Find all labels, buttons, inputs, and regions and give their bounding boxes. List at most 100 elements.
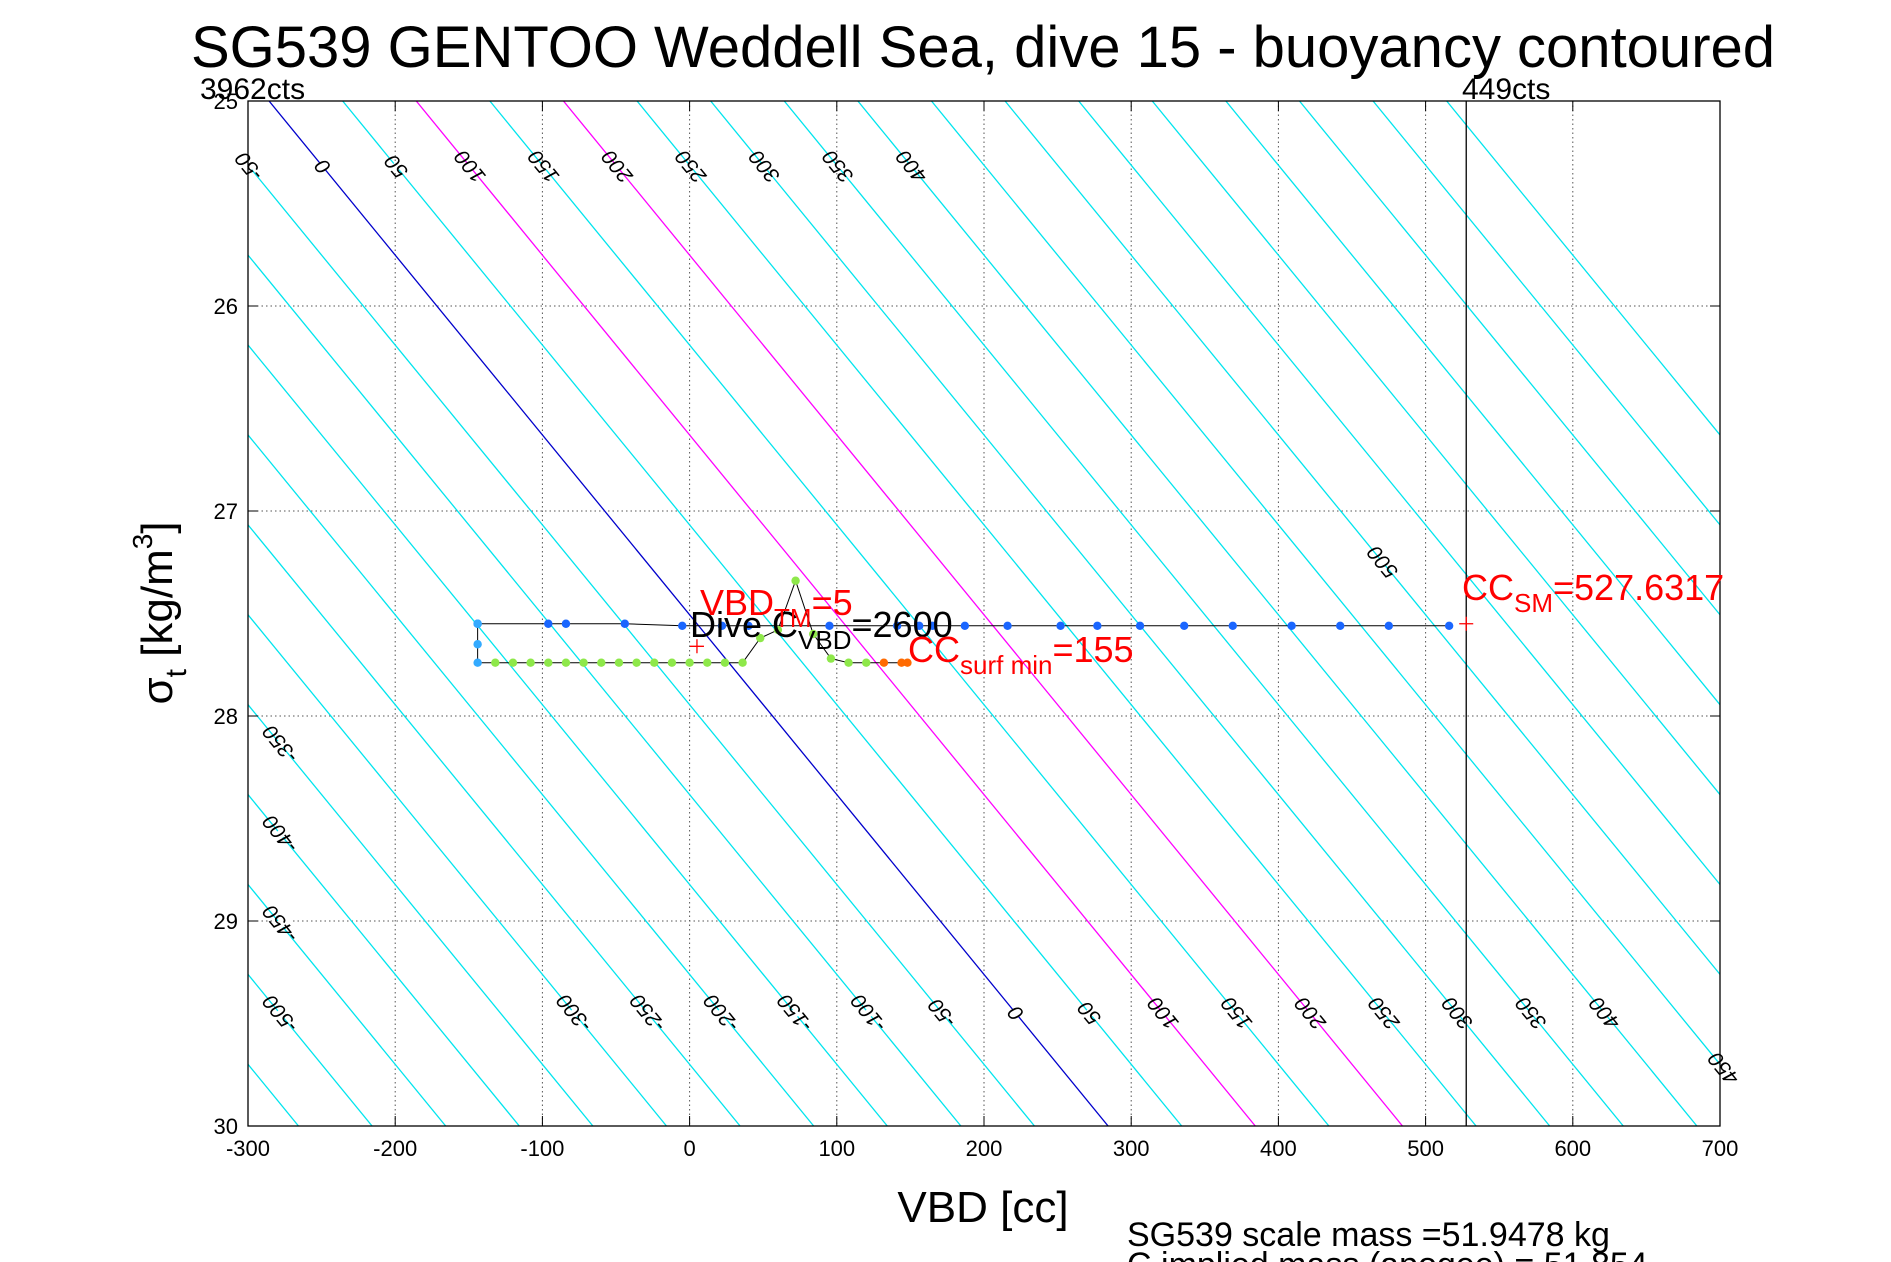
dive-point [1336,621,1345,630]
contour-label-bg [1364,996,1404,1031]
climb-point [650,658,659,667]
dive-point [928,621,937,630]
dive-point [892,621,902,630]
y-axis-label-symbol: σ [133,677,182,704]
climb-point [862,658,871,667]
contour-label-bg [229,149,269,184]
dive-line [477,623,1450,627]
contour-line [248,343,888,1126]
y-tick-label: 29 [214,909,238,934]
dive-point [744,621,753,630]
contour-line [248,254,962,1126]
contour-line [415,101,1256,1126]
climb-point [685,658,694,667]
y-tick-label: 30 [214,1114,238,1139]
contour-label-bg [671,149,711,184]
contour-line [0,101,78,1126]
footer-text: SG539 scale mass =51.9478 kg C implied m… [1127,1216,1648,1262]
climb-point [561,658,571,667]
contour-label-bottom: -150 [773,989,818,1036]
dive-point [1287,621,1296,630]
climb-line [477,579,908,664]
contour-label-bg [1069,996,1109,1031]
climb-point [614,658,624,667]
y-axis-ticks: 25 26 27 28 29 30 [214,89,1720,1139]
climb-point [544,658,553,667]
contour-line [783,101,1624,1126]
x-tick-label: 300 [1113,1136,1150,1161]
x-tick-label: 100 [818,1136,855,1161]
contour-label-bg [260,996,300,1031]
dive-point [1093,621,1102,630]
annotations: Dive CVBD=2600 VBDTM=5 CCsurf min=155 CC… [690,567,1724,680]
contour-line [248,883,447,1126]
dive-point [1179,621,1189,630]
cc-sm-marker [1459,616,1474,631]
contour-line [489,101,1330,1126]
x-tick-label: 600 [1554,1136,1591,1161]
x-tick-label: 400 [1260,1136,1297,1161]
contour-label-bottom: -200 [699,989,744,1036]
y-axis-label-close: ] [133,521,182,533]
dive-point [960,621,970,630]
x-tick-label: -100 [520,1136,564,1161]
x-tick-label: 500 [1407,1136,1444,1161]
contour-line [248,164,1035,1126]
contour-label-bg [554,996,594,1031]
contour-label-bg [1585,996,1625,1031]
y-axis-label: σt [kg/m3] [127,521,193,704]
contour-line [268,101,1109,1126]
contour-label-bg [597,149,637,184]
x-tick-label: -300 [226,1136,270,1161]
contour-line [710,101,1551,1126]
contour-label-left: -450 [258,900,303,947]
climb-point [526,658,535,667]
contour-label-bottom: -100 [847,989,892,1036]
dive-point [620,619,630,628]
contour-label-bg [260,907,300,942]
dive-point [1135,621,1145,630]
cc-surf-min-label: CCsurf min=155 [908,629,1134,680]
x-tick-label: 700 [1702,1136,1739,1161]
contour-line [248,613,667,1126]
dive-c-vbd-label: Dive CVBD=2600 [690,604,953,655]
climb-point [756,633,765,643]
y-axis-label-sub: t [160,668,193,677]
x-tick-label: 200 [966,1136,1003,1161]
contour-line [562,101,1403,1126]
y-tick-label: 26 [214,294,238,319]
climb-point [703,658,712,667]
contour-label-bottom: -300 [552,989,597,1036]
dive-point [561,619,571,628]
contour-label-bg [1143,996,1183,1031]
contour-label-bg [450,149,490,184]
climb-point [491,658,500,667]
contour-label-bg [628,996,668,1031]
vbd-tm-marker [689,639,704,654]
contour-line [930,101,1720,1066]
x-axis-ticks: -300 -200 -100 0 100 200 300 400 500 600 700 [226,101,1738,1161]
contour-line [1151,101,1720,796]
climb-point [473,619,482,628]
climb-point [597,658,606,667]
climb-point [903,658,912,667]
contour-line [0,101,4,1126]
contour-label-bg [303,149,343,184]
contour-line [1078,101,1720,886]
contour-line [857,101,1698,1126]
contour-label-bg [891,149,932,184]
dive-point [1056,621,1065,630]
contour-label-bg [1703,1051,1744,1086]
contour-line [248,523,741,1126]
dive-point [717,621,727,630]
cc-sm-label: CCSM=527.6317 [1462,567,1724,618]
contour-label-bg [922,996,962,1031]
dive-point [678,621,687,630]
dive-trace [473,576,1474,667]
contour-label-bg [701,996,741,1031]
contour-label-bg [1511,996,1551,1031]
climb-point [791,576,800,585]
climb-point [897,658,906,667]
climb-point [720,658,730,667]
